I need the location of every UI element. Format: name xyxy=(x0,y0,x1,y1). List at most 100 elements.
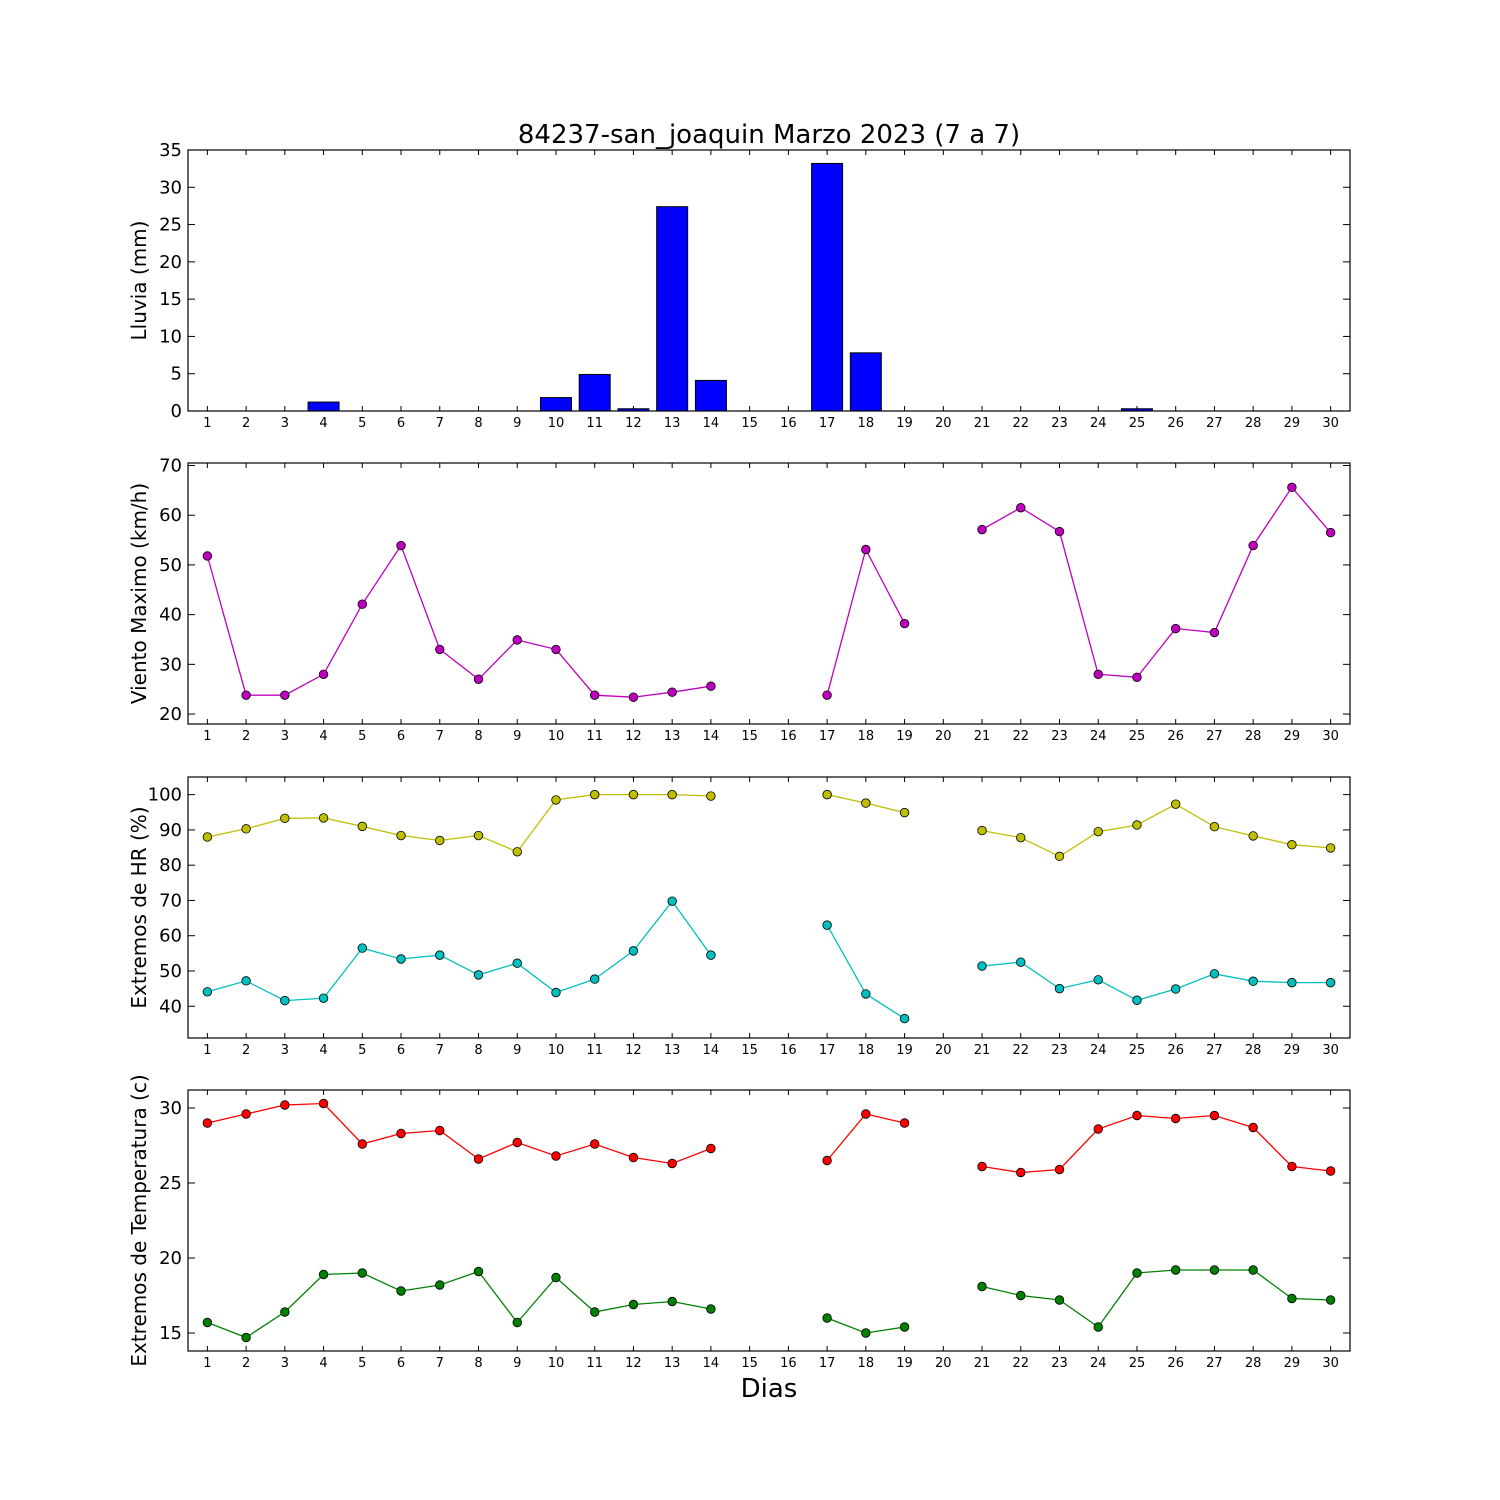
x-tick-label: 26 xyxy=(1167,1356,1184,1371)
x-tick-label: 18 xyxy=(858,416,875,431)
series-2-point-day-7 xyxy=(435,1280,445,1290)
series-1-point-day-30 xyxy=(1325,843,1336,853)
x-tick-label: 10 xyxy=(548,729,565,744)
y-axis-label: Extremos de Temperatura (c) xyxy=(127,1074,151,1366)
x-tick-label: 19 xyxy=(896,729,913,744)
x-tick-label: 11 xyxy=(586,729,603,744)
rain-bar-day-10 xyxy=(539,397,572,412)
series-2-point-day-30 xyxy=(1325,1295,1336,1305)
x-tick-label: 15 xyxy=(741,416,758,431)
x-tick-label: 30 xyxy=(1322,729,1339,744)
series-1-point-day-13 xyxy=(667,1158,677,1169)
x-tick-label: 13 xyxy=(664,416,681,431)
x-tick-label: 9 xyxy=(513,1043,521,1058)
series-2-point-day-22 xyxy=(1016,1290,1026,1301)
x-tick-label: 5 xyxy=(358,1043,366,1058)
x-tick-label: 26 xyxy=(1167,729,1184,744)
x-axis-label: Dias xyxy=(741,1374,798,1404)
plot-frame xyxy=(187,462,1351,725)
x-tick-label: 5 xyxy=(358,1356,366,1371)
series-2-point-day-14 xyxy=(706,1304,716,1314)
x-tick-label: 17 xyxy=(819,1043,836,1058)
series-1-point-day-29 xyxy=(1287,482,1297,493)
series-2-point-day-13 xyxy=(667,896,677,906)
series-1-point-day-4 xyxy=(318,669,329,679)
series-1-point-day-19 xyxy=(899,807,910,818)
x-tick-label: 20 xyxy=(935,416,952,431)
series-1-point-day-18 xyxy=(861,544,871,555)
series-1-point-day-1 xyxy=(202,1118,213,1128)
plot-frame xyxy=(187,149,1351,412)
series-1-point-day-9 xyxy=(512,1137,522,1148)
x-tick-label: 29 xyxy=(1284,1043,1301,1058)
x-tick-label: 15 xyxy=(741,1356,758,1371)
series-line-2 xyxy=(826,924,905,1020)
x-tick-label: 23 xyxy=(1051,1043,1068,1058)
series-1-point-day-6 xyxy=(396,1128,406,1139)
x-tick-label: 4 xyxy=(319,416,327,431)
series-1-point-day-22 xyxy=(1016,832,1026,843)
x-tick-label: 16 xyxy=(780,1043,797,1058)
y-tick-label: 0 xyxy=(171,401,182,422)
series-2-point-day-14 xyxy=(706,950,716,960)
series-2-point-day-2 xyxy=(241,976,251,986)
series-1-point-day-11 xyxy=(590,690,600,700)
series-1-point-day-8 xyxy=(473,830,484,841)
y-tick-label: 5 xyxy=(171,364,182,385)
series-1-point-day-11 xyxy=(590,1139,600,1149)
series-1-point-day-28 xyxy=(1248,1122,1258,1133)
series-1-point-day-5 xyxy=(357,1139,368,1149)
series-2-point-day-21 xyxy=(977,1281,987,1292)
series-1-point-day-26 xyxy=(1170,799,1181,809)
series-2-point-day-11 xyxy=(590,1307,600,1317)
series-2-point-day-25 xyxy=(1132,1268,1142,1278)
x-tick-label: 18 xyxy=(858,1356,875,1371)
rain-bar-day-4 xyxy=(307,401,340,412)
x-tick-label: 3 xyxy=(281,416,289,431)
x-tick-label: 21 xyxy=(974,1043,991,1058)
x-tick-label: 22 xyxy=(1012,1356,1029,1371)
x-tick-label: 25 xyxy=(1129,416,1146,431)
series-1-point-day-4 xyxy=(318,813,329,823)
series-1-point-day-25 xyxy=(1132,1110,1142,1121)
x-tick-label: 21 xyxy=(974,416,991,431)
y-tick-label: 20 xyxy=(159,704,182,725)
y-axis-label: Lluvia (mm) xyxy=(127,221,151,341)
series-2-point-day-10 xyxy=(551,987,561,998)
series-1-point-day-30 xyxy=(1325,1166,1336,1176)
series-1-point-day-27 xyxy=(1209,822,1220,832)
x-tick-label: 9 xyxy=(513,729,521,744)
x-tick-label: 12 xyxy=(625,1043,642,1058)
x-tick-label: 2 xyxy=(242,1356,250,1371)
x-tick-label: 28 xyxy=(1245,1356,1262,1371)
y-tick-label: 40 xyxy=(159,605,182,626)
series-1-point-day-5 xyxy=(357,599,368,609)
series-1-point-day-3 xyxy=(280,690,290,700)
series-1-point-day-9 xyxy=(512,847,522,857)
series-1-point-day-21 xyxy=(977,524,987,535)
series-1-point-day-23 xyxy=(1054,526,1065,537)
y-tick-label: 15 xyxy=(159,289,182,310)
series-1-point-day-28 xyxy=(1248,540,1258,551)
series-1-point-day-5 xyxy=(357,821,368,832)
x-tick-label: 24 xyxy=(1090,416,1107,431)
x-tick-label: 9 xyxy=(513,1356,521,1371)
x-tick-label: 21 xyxy=(974,729,991,744)
x-tick-label: 27 xyxy=(1206,729,1223,744)
x-tick-label: 14 xyxy=(703,729,720,744)
series-2-point-day-23 xyxy=(1054,983,1065,994)
series-1-point-day-14 xyxy=(706,681,716,691)
series-1-point-day-26 xyxy=(1170,623,1181,634)
series-2-point-day-3 xyxy=(280,995,290,1006)
series-1-point-day-12 xyxy=(628,789,639,800)
x-tick-label: 15 xyxy=(741,729,758,744)
series-line-1 xyxy=(206,544,711,698)
series-2-point-day-8 xyxy=(473,1266,484,1277)
series-1-point-day-2 xyxy=(241,1109,251,1119)
y-tick-label: 30 xyxy=(159,1098,182,1119)
x-tick-label: 16 xyxy=(780,1356,797,1371)
y-tick-label: 15 xyxy=(159,1323,182,1344)
series-1-point-day-8 xyxy=(473,1154,484,1164)
